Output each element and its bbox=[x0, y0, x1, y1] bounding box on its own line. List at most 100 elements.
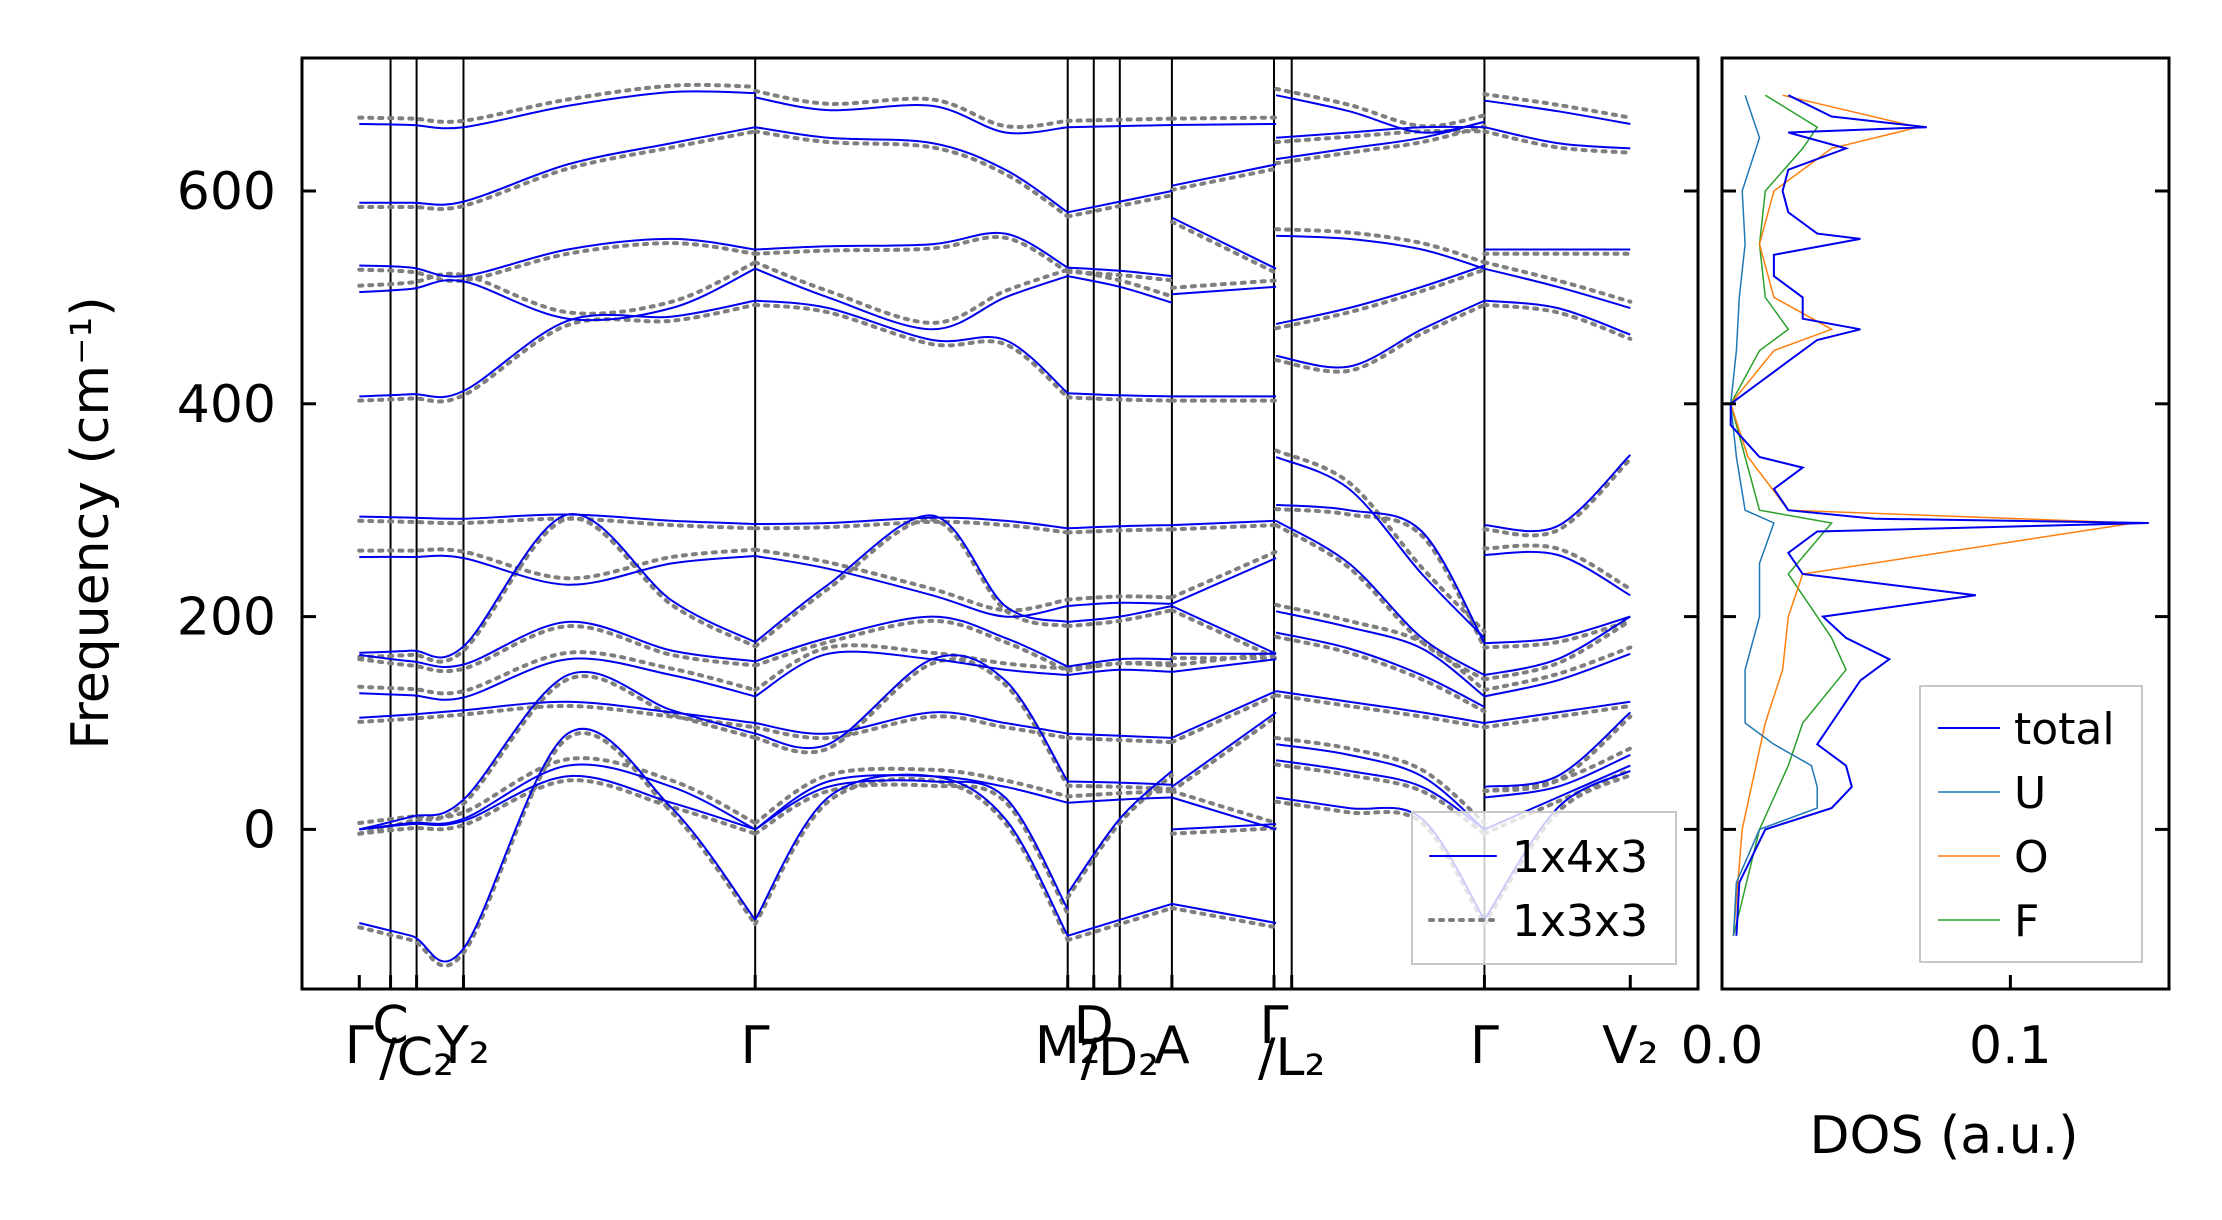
band-line-1x4x3 bbox=[1171, 123, 1277, 126]
band-panel-frame bbox=[300, 56, 1700, 991]
band-line-1x4x3 bbox=[754, 267, 1069, 331]
band-line-1x3x3 bbox=[1169, 826, 1279, 836]
band-line-1x3x3 bbox=[1065, 783, 1174, 791]
dos-legend-label: O bbox=[2014, 832, 2049, 883]
band-legend-frame bbox=[1411, 811, 1677, 965]
band-line-1x4x3 bbox=[1067, 275, 1173, 304]
band-line-1x3x3 bbox=[357, 516, 758, 531]
band-line-1x3x3 bbox=[1482, 704, 1633, 730]
band-line-1x4x3 bbox=[1171, 285, 1277, 296]
band-line-1x4x3 bbox=[1484, 126, 1631, 150]
band-line-1x4x3 bbox=[1067, 524, 1172, 530]
band-line-1x4x3 bbox=[1067, 902, 1173, 937]
band-line-1x3x3 bbox=[1169, 549, 1279, 600]
band-line-1x4x3 bbox=[1171, 823, 1277, 831]
band-line-1x3x3 bbox=[357, 516, 758, 664]
band-line-1x4x3 bbox=[1171, 163, 1277, 187]
band-line-1x4x3 bbox=[359, 727, 757, 963]
dos-legend: total UOF bbox=[1919, 685, 2143, 963]
band-line-1x3x3 bbox=[753, 302, 1070, 400]
band-line-1x3x3 bbox=[753, 766, 1070, 825]
band-line-1x3x3 bbox=[1169, 166, 1279, 192]
band-line-1x4x3 bbox=[1171, 658, 1277, 673]
dos-line-o bbox=[1729, 94, 2135, 936]
band-line-1x3x3 bbox=[1169, 523, 1279, 532]
band-line-1x3x3 bbox=[1169, 219, 1279, 275]
band-line-1x3x3 bbox=[357, 778, 758, 836]
band-line-1x3x3 bbox=[357, 731, 758, 968]
dos-curves bbox=[1729, 94, 2149, 936]
band-line-1x4x3 bbox=[1067, 796, 1172, 804]
band-line-1x3x3 bbox=[753, 618, 1070, 673]
dos-legend-label: F bbox=[2014, 896, 2039, 947]
band-line-1x4x3 bbox=[1171, 519, 1277, 527]
band-x-tick-label: /D₂ bbox=[1081, 1028, 1159, 1088]
band-line-1x4x3 bbox=[1275, 610, 1486, 698]
band-legend-label: 1x3x3 bbox=[1512, 896, 1648, 947]
band-line-1x4x3 bbox=[1067, 266, 1173, 278]
x-axis-title: DOS (a.u.) bbox=[1810, 1106, 2079, 1166]
y-axis-title: Frequency (cm⁻¹) bbox=[61, 296, 121, 749]
band-line-1x3x3 bbox=[1169, 115, 1279, 121]
band-line-1x4x3 bbox=[1275, 631, 1485, 708]
band-curves bbox=[357, 82, 1633, 968]
band-x-tick-label: C bbox=[372, 996, 408, 1056]
band-line-1x3x3 bbox=[753, 714, 1070, 741]
band-line-1x3x3 bbox=[1482, 129, 1633, 155]
band-line-1x3x3 bbox=[1274, 602, 1487, 692]
band-line-1x3x3 bbox=[1274, 227, 1487, 265]
band-y-ticks: 0 200 400 600 bbox=[177, 162, 1698, 860]
band-legend-label: 1x4x3 bbox=[1512, 832, 1648, 883]
band-line-1x4x3 bbox=[1067, 780, 1172, 786]
band-line-1x3x3 bbox=[1482, 260, 1633, 304]
band-line-1x3x3 bbox=[1169, 906, 1279, 930]
band-line-1x3x3 bbox=[1065, 608, 1174, 629]
band-line-1x3x3 bbox=[1065, 906, 1174, 943]
band-line-1x3x3 bbox=[753, 643, 1070, 692]
band-line-1x3x3 bbox=[753, 89, 1070, 129]
dos-line-total bbox=[1729, 94, 2149, 936]
band-line-1x3x3 bbox=[1482, 618, 1633, 682]
band-line-1x3x3 bbox=[357, 650, 758, 696]
band-line-1x4x3 bbox=[359, 299, 756, 399]
band-line-1x4x3 bbox=[1275, 519, 1485, 676]
band-line-1x4x3 bbox=[1484, 550, 1631, 597]
band-line-1x3x3 bbox=[1274, 448, 1487, 634]
band-line-1x4x3 bbox=[1067, 392, 1172, 398]
band-line-1x3x3 bbox=[753, 776, 1070, 943]
band-line-1x3x3 bbox=[1274, 302, 1487, 374]
band-line-1x4x3 bbox=[1484, 652, 1631, 698]
band-line-1x3x3 bbox=[1274, 507, 1487, 650]
band-x-tick-label: Y₂ bbox=[436, 1016, 490, 1076]
band-x-tick-label: A bbox=[1154, 1016, 1190, 1076]
band-x-tick-label: Γ bbox=[345, 1016, 374, 1076]
band-line-1x3x3 bbox=[1169, 608, 1279, 661]
band-line-1x4x3 bbox=[1275, 743, 1486, 831]
band-line-1x4x3 bbox=[1484, 299, 1631, 336]
dos-line-u bbox=[1729, 94, 1818, 936]
band-line-1x4x3 bbox=[359, 620, 756, 668]
band-line-1x3x3 bbox=[1065, 594, 1174, 602]
dos-legend-frame bbox=[1919, 685, 2143, 963]
band-line-1x4x3 bbox=[1484, 615, 1631, 645]
band-x-tick-label: Γ bbox=[1259, 996, 1288, 1056]
band-line-1x3x3 bbox=[357, 129, 758, 212]
dos-x-tick-label: 0.0 bbox=[1681, 1016, 1764, 1076]
band-line-1x4x3 bbox=[1171, 711, 1277, 788]
band-line-1x4x3 bbox=[359, 657, 756, 701]
band-line-1x3x3 bbox=[753, 657, 1070, 788]
band-line-1x4x3 bbox=[1484, 267, 1631, 309]
dos-legend-label: total bbox=[2014, 704, 2115, 755]
band-line-1x3x3 bbox=[357, 302, 758, 404]
band-line-1x4x3 bbox=[1484, 454, 1631, 533]
band-line-1x3x3 bbox=[1065, 773, 1174, 900]
band-line-1x4x3 bbox=[1067, 732, 1172, 739]
band-line-1x4x3 bbox=[1275, 456, 1486, 639]
band-line-1x3x3 bbox=[1065, 735, 1174, 745]
band-line-1x3x3 bbox=[1482, 302, 1633, 341]
band-y-tick-label: 400 bbox=[177, 375, 276, 435]
band-line-1x3x3 bbox=[357, 260, 758, 316]
band-line-1x4x3 bbox=[1275, 690, 1485, 724]
band-line-1x3x3 bbox=[753, 235, 1070, 274]
band-line-1x4x3 bbox=[755, 711, 1068, 735]
